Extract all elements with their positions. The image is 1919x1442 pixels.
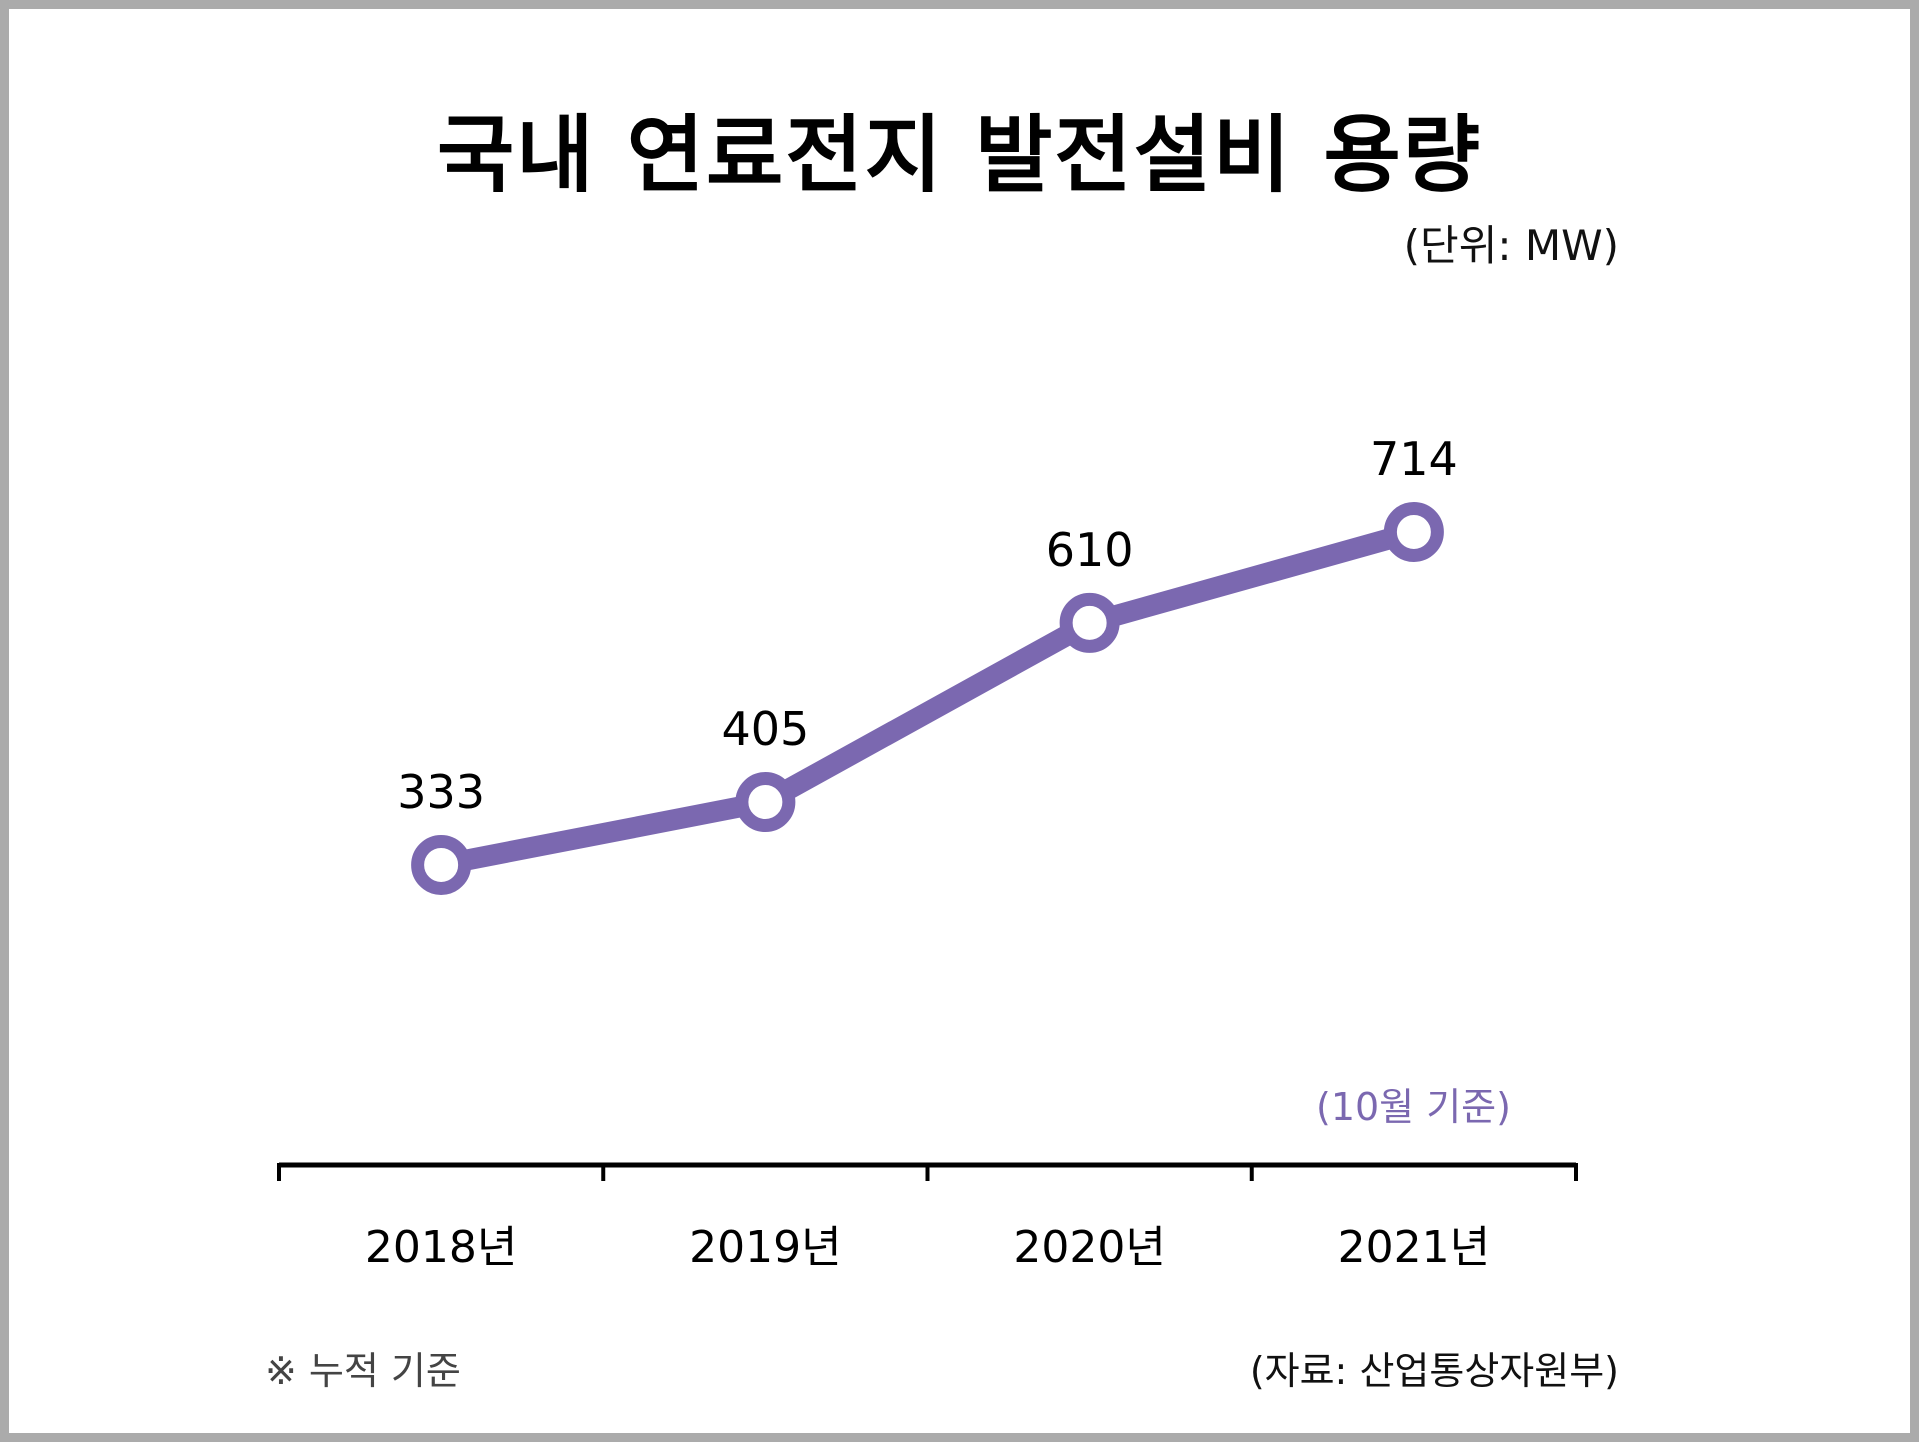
x-tick-label: 2018년 bbox=[365, 1222, 517, 1273]
data-label-group: 333 405 610 714 bbox=[397, 432, 1458, 819]
marker-group bbox=[411, 501, 1444, 895]
series-line-group bbox=[439, 521, 1417, 876]
data-label: 405 bbox=[721, 702, 809, 756]
data-point-marker bbox=[1059, 592, 1120, 653]
x-tick-label: 2020년 bbox=[1013, 1222, 1165, 1273]
data-point-marker bbox=[735, 772, 796, 833]
x-axis: 2018년 2019년 2020년 2021년 bbox=[277, 1162, 1578, 1273]
data-label: 714 bbox=[1370, 432, 1458, 486]
annotation-note: (10월 기준) bbox=[1316, 1085, 1511, 1129]
data-label: 333 bbox=[397, 765, 485, 819]
data-point-marker bbox=[411, 834, 472, 895]
data-point-marker bbox=[1383, 501, 1444, 562]
data-label: 610 bbox=[1046, 523, 1134, 577]
unit-label: (단위: MW) bbox=[1403, 221, 1619, 270]
x-tick-label: 2021년 bbox=[1338, 1222, 1490, 1273]
series-line bbox=[439, 521, 1417, 876]
footnote: ※ 누적 기준 bbox=[265, 1349, 461, 1393]
source-label: (자료: 산업통상자원부) bbox=[1249, 1349, 1619, 1393]
x-tick-label: 2019년 bbox=[689, 1222, 841, 1273]
chart-title: 국내 연료전지 발전설비 용량 bbox=[436, 106, 1483, 204]
